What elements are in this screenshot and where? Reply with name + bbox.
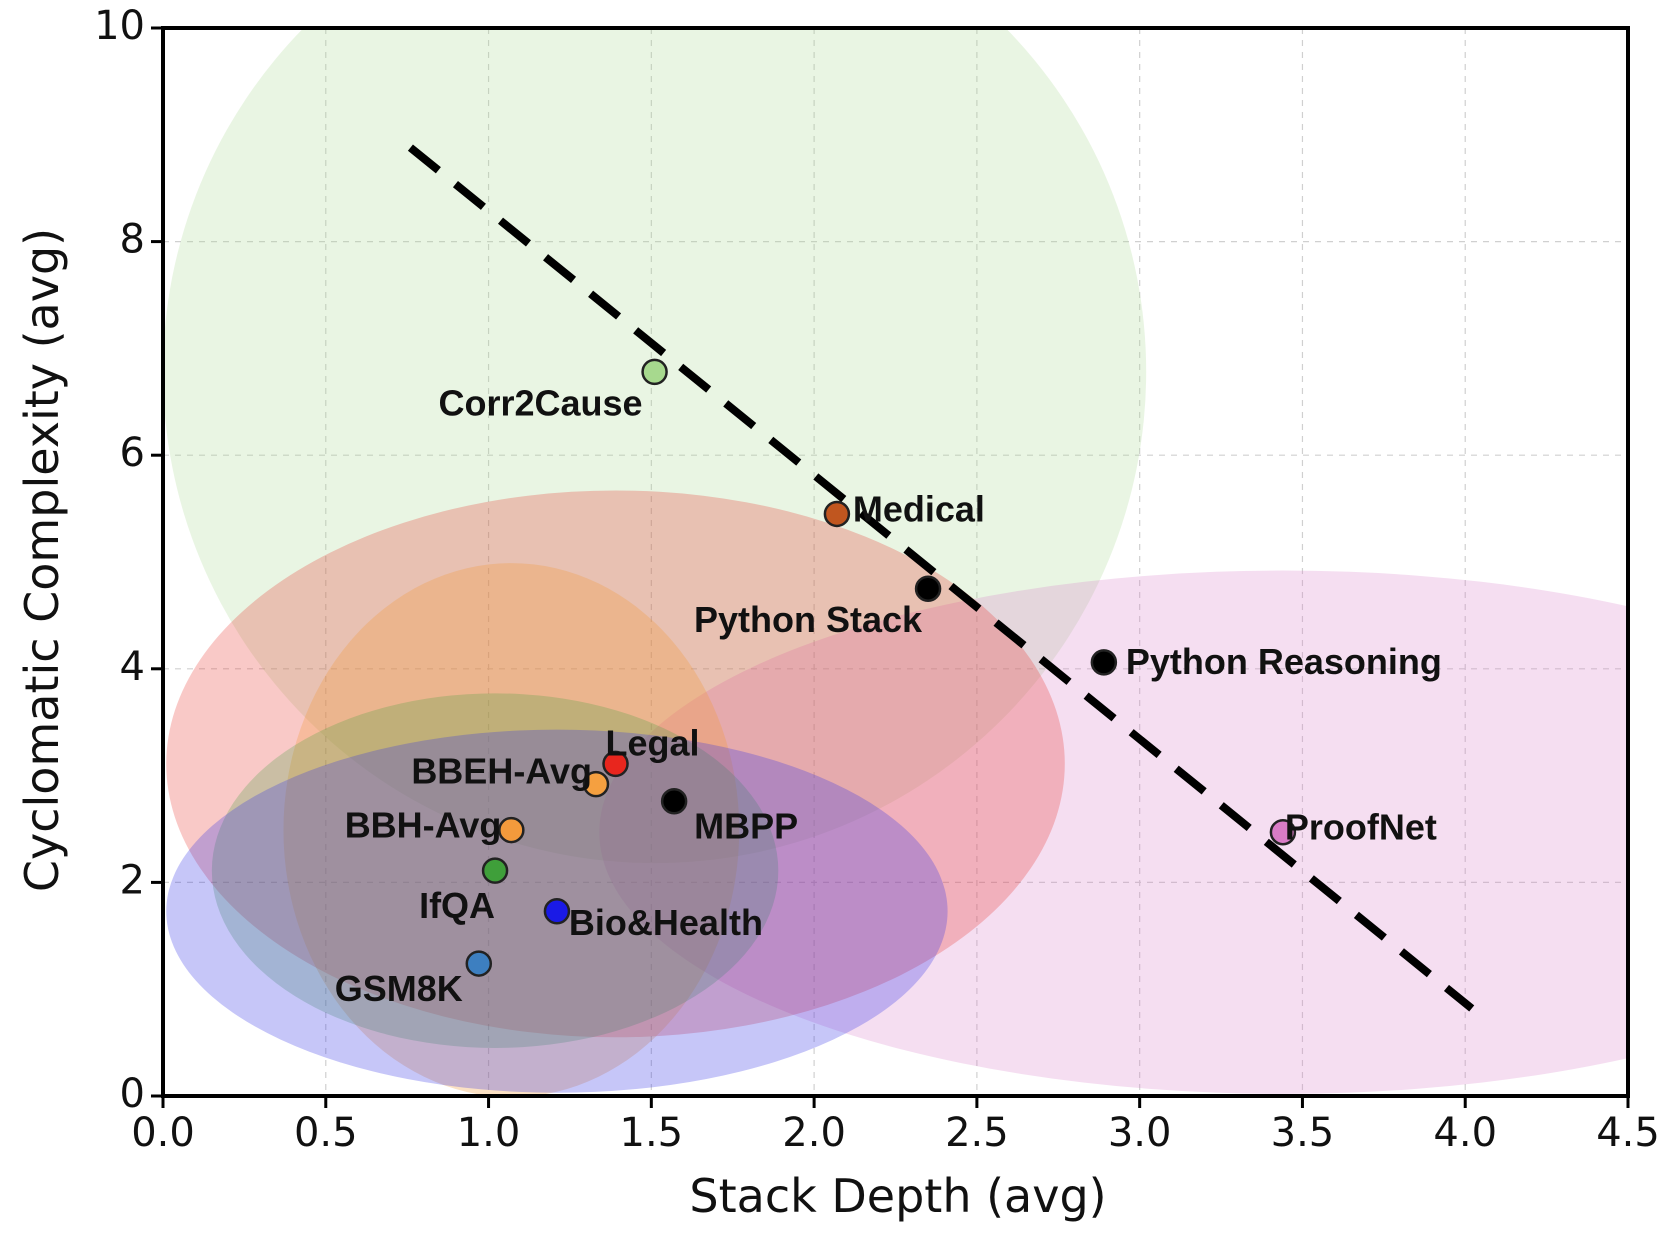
x-tick-label: 4.0: [1433, 1110, 1497, 1156]
point-mbpp: [660, 787, 688, 815]
point-proofnet: [1269, 818, 1297, 846]
label-python-stack: Python Stack: [694, 599, 923, 640]
point-python-stack: [914, 575, 942, 602]
y-tick-label: 4: [120, 644, 145, 690]
point-bio-health: [543, 897, 571, 925]
label-medical: Medical: [853, 488, 985, 529]
label-bbeh-avg: BBEH-Avg: [411, 751, 592, 792]
y-tick-label: 0: [120, 1071, 145, 1117]
point-legal: [602, 750, 629, 778]
label-gsm8k: GSM8K: [335, 968, 463, 1009]
label-legal: Legal: [606, 722, 700, 763]
point-python-reasoning: [1090, 649, 1118, 676]
x-tick-label: 2.0: [782, 1110, 846, 1156]
x-tick-label: 4.5: [1596, 1110, 1660, 1156]
label-bio-health: Bio&Health: [569, 902, 763, 943]
y-tick-label: 10: [94, 3, 145, 49]
x-tick-label: 3.5: [1271, 1110, 1335, 1156]
point-corr2cause: [641, 358, 668, 386]
y-axis-title: Cyclomatic Complexity (avg): [15, 228, 69, 892]
point-labels: Corr2Cause Medical Python Stack Python Reas…: [335, 382, 1442, 1009]
region-ellipses: [163, 28, 1628, 1096]
x-tick-label: 1.5: [620, 1110, 684, 1156]
label-corr2cause: Corr2Cause: [438, 382, 642, 423]
data-points: [465, 358, 1297, 977]
point-medical: [823, 500, 851, 528]
plot-frame: [161, 26, 1630, 1098]
label-ifqa: IfQA: [419, 885, 495, 926]
x-axis-title: Stack Depth (avg): [689, 1169, 1106, 1223]
x-tick-label: 3.0: [1108, 1110, 1172, 1156]
x-tick-label: 0.5: [294, 1110, 358, 1156]
axes: 0.0 0.5 1.0 1.5 2.0 2.5 3.0 3.5 4.0 4.5 0 2 4 6 8 10: [94, 3, 1660, 1156]
point-gsm8k: [465, 950, 493, 977]
y-tick-label: 6: [120, 430, 145, 476]
y-tick-label: 2: [120, 857, 145, 903]
region-corr2cause: [163, 28, 1147, 864]
x-tick-label: 2.5: [945, 1110, 1009, 1156]
label-mbpp: MBPP: [694, 806, 798, 847]
point-ifqa: [481, 857, 509, 884]
region-proofnet: [599, 570, 1628, 1094]
x-tick-label: 1.0: [457, 1110, 521, 1156]
label-bbh-avg: BBH-Avg: [345, 805, 502, 846]
x-tick-label: 0.0: [131, 1110, 195, 1156]
point-bbeh-avg: [582, 770, 610, 798]
label-proofnet: ProofNet: [1285, 807, 1437, 848]
y-tick-label: 8: [120, 217, 145, 263]
point-bbh-avg: [498, 816, 525, 844]
label-python-reasoning: Python Reasoning: [1126, 641, 1442, 682]
